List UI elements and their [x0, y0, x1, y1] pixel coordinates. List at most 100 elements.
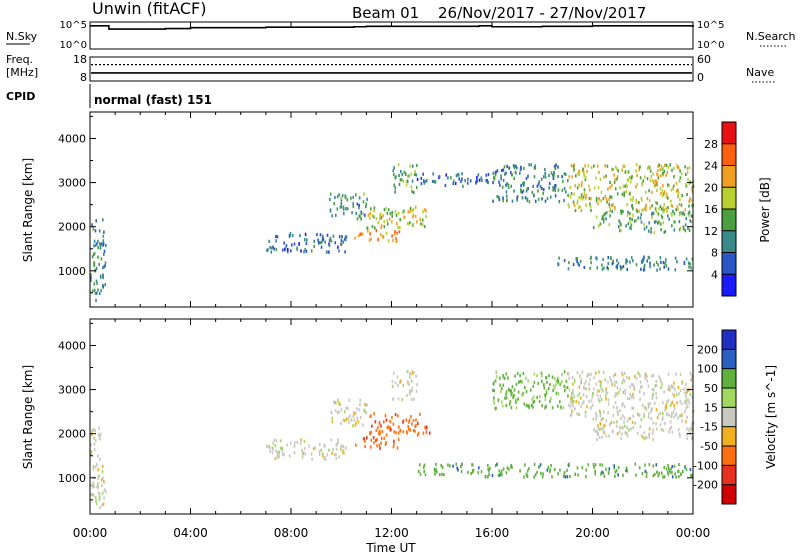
velocity-cell — [402, 420, 404, 424]
power-cell — [619, 265, 622, 269]
power-cell — [534, 164, 536, 168]
power-cell — [677, 195, 679, 199]
velocity-cell — [614, 394, 616, 398]
velocity-cell — [508, 389, 511, 393]
velocity-cell — [571, 400, 574, 404]
velocity-cell — [370, 414, 372, 418]
power-cell — [392, 169, 395, 173]
velocity-cell — [691, 422, 693, 426]
noise-right-label: N.Search — [746, 30, 796, 43]
power-cell — [366, 197, 368, 201]
velocity-cell — [567, 403, 570, 407]
power-cell — [565, 172, 567, 176]
velocity-cell — [650, 417, 653, 421]
velocity-cell — [594, 463, 597, 467]
power-cell — [684, 223, 687, 227]
velocity-cell — [600, 418, 603, 422]
power-cell — [660, 164, 663, 169]
velocity-cell — [541, 379, 543, 383]
power-cell — [627, 178, 630, 182]
power-cell — [673, 175, 675, 179]
velocity-cell — [353, 418, 356, 422]
velocity-cell — [592, 463, 595, 467]
velocity-cell — [392, 397, 395, 401]
velocity-cell — [333, 401, 335, 405]
power-cell — [620, 211, 623, 215]
power-cell — [663, 170, 665, 174]
velocity-cell — [551, 406, 554, 410]
velocity-cell — [380, 424, 382, 428]
power-cell — [621, 209, 623, 213]
velocity-cell — [480, 470, 483, 474]
power-cell — [640, 213, 643, 217]
velocity-cell — [580, 404, 582, 408]
power-cell — [344, 238, 347, 242]
velocity-cell — [266, 444, 268, 448]
velocity-cell — [651, 407, 653, 411]
power-cell — [637, 216, 639, 220]
velocity-cell — [372, 436, 375, 440]
velocity-cell — [585, 468, 588, 472]
velocity-cell — [602, 430, 605, 434]
velocity-cell — [553, 376, 556, 380]
power-cell — [397, 162, 400, 167]
velocity-cell — [644, 405, 646, 410]
velocity-cell — [314, 446, 316, 450]
velocity-cell — [399, 428, 401, 432]
velocity-cell — [488, 469, 490, 473]
power-cell — [325, 250, 328, 254]
power-cell — [423, 225, 426, 229]
velocity-cell — [299, 441, 302, 445]
velocity-cell — [635, 377, 638, 381]
velocity-cell — [521, 393, 524, 397]
power-cell — [358, 206, 360, 210]
power-cell — [621, 168, 623, 172]
power-cell — [680, 211, 683, 215]
power-cell — [316, 233, 318, 237]
velocity-cell — [391, 384, 394, 388]
power-cell — [481, 178, 483, 182]
velocity-cell — [103, 480, 106, 484]
power-cell — [391, 211, 393, 215]
velocity-cell — [662, 401, 664, 405]
velocity-cell — [664, 408, 666, 412]
velocity-cell — [652, 438, 654, 442]
power-cell — [340, 238, 343, 242]
power-cell — [95, 291, 98, 295]
power-cell — [660, 214, 663, 218]
velocity-cell — [407, 425, 409, 429]
power-cell — [673, 220, 675, 224]
power-cell — [652, 211, 655, 215]
velocity-cell — [621, 426, 624, 430]
velocity-cell — [680, 388, 682, 392]
power-cell — [420, 176, 422, 180]
power-cell — [340, 196, 342, 201]
velocity-cell — [562, 406, 565, 410]
velocity-cell — [345, 446, 347, 450]
power-cell — [505, 183, 507, 187]
power-cell — [674, 220, 676, 224]
power-cell — [496, 195, 498, 199]
velocity-cell — [675, 372, 677, 376]
power-cell — [485, 179, 488, 183]
power-cell — [635, 263, 638, 267]
power-cell — [657, 169, 659, 173]
power-cell — [272, 245, 274, 249]
power-cell — [305, 249, 308, 253]
velocity-cell — [652, 428, 654, 432]
velocity-cell — [348, 420, 350, 424]
velocity-cell — [632, 396, 635, 400]
power-cell — [605, 198, 608, 202]
power-cell — [630, 256, 633, 260]
power-cell — [604, 164, 606, 168]
velocity-cell — [581, 466, 584, 470]
velocity-cell — [428, 431, 431, 435]
power-cell — [688, 265, 690, 269]
power-cell — [94, 291, 97, 295]
velocity-cell — [423, 463, 426, 467]
velocity-cell — [569, 400, 572, 404]
power-cell — [607, 187, 609, 191]
power-cell — [508, 166, 511, 170]
power-cell — [611, 183, 613, 187]
velocity-cell — [645, 474, 648, 478]
